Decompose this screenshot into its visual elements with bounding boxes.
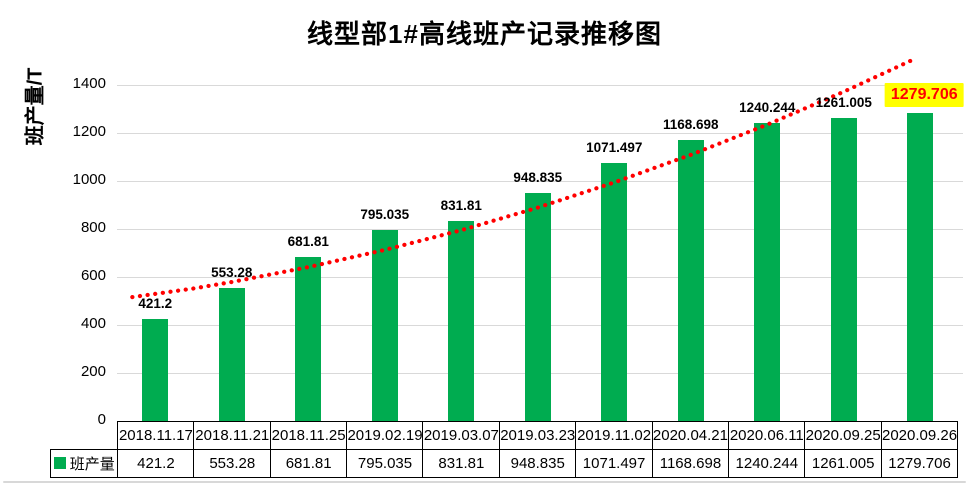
date-cell: 2018.11.25 [269, 421, 348, 450]
bar-value-label: 553.28 [211, 264, 253, 280]
bar [907, 113, 934, 422]
bar [677, 140, 704, 422]
bar-value-label: 1261.005 [815, 94, 872, 110]
value-cell: 1071.497 [575, 448, 654, 478]
date-cell: 2018.11.21 [193, 421, 272, 450]
value-cell: 831.81 [422, 448, 501, 478]
legend-cell: 班产量 [50, 448, 119, 478]
legend-swatch-icon [53, 457, 66, 469]
value-cell: 1240.244 [727, 448, 806, 478]
value-cell: 1168.698 [651, 448, 730, 478]
bar-value-label-highlighted: 1279.706 [884, 83, 964, 108]
value-cell: 681.81 [269, 448, 348, 478]
date-cell: 2020.09.25 [804, 421, 883, 450]
bar [601, 163, 628, 422]
y-tick-label: 600 [80, 266, 106, 284]
value-cell: 795.035 [346, 448, 424, 478]
y-tick-label: 0 [97, 410, 106, 428]
bar [218, 287, 245, 422]
y-tick-label: 200 [80, 362, 106, 380]
value-cell: 948.835 [498, 448, 577, 478]
date-cell: 2018.11.17 [117, 421, 195, 450]
date-cell: 2019.03.07 [422, 421, 501, 450]
date-cell: 2020.06.11 [727, 421, 806, 450]
bar-value-label: 831.81 [440, 197, 482, 213]
y-tick-label: 1000 [72, 170, 106, 188]
date-cell: 2019.11.02 [575, 421, 654, 450]
bar [295, 256, 322, 422]
date-cell: 2019.02.19 [346, 421, 424, 450]
bar-value-label: 421.2 [138, 296, 173, 312]
y-tick-label: 1200 [72, 122, 106, 140]
date-cell: 2019.03.23 [498, 421, 577, 450]
series-legend-label: 班产量 [69, 455, 115, 473]
value-cell: 1279.706 [880, 448, 959, 478]
y-tick-label: 800 [80, 218, 106, 236]
value-cell: 421.2 [117, 448, 195, 478]
gridline [117, 84, 963, 86]
bar [830, 117, 857, 422]
bar [371, 229, 398, 422]
bar-value-label: 795.035 [360, 206, 410, 222]
x-axis-table-dates-row: 2018.11.17 2018.11.21 2018.11.25 2019.02.19… [117, 421, 959, 450]
x-axis-table-values-row: 班产量 421.2 553.28 681.81 795.035 831.81 948.835… [50, 448, 959, 478]
bar-value-label: 948.835 [513, 169, 563, 185]
bar-value-label: 1240.244 [739, 99, 796, 115]
bottom-edge-divider [3, 481, 966, 483]
chart-title: 线型部1#高线班产记录推移图 [307, 19, 662, 49]
bar [448, 220, 475, 422]
value-cell: 1261.005 [804, 448, 883, 478]
date-cell: 2020.04.21 [651, 421, 730, 450]
y-tick-label: 400 [80, 314, 106, 332]
bar [524, 192, 551, 422]
y-tick-label: 1400 [72, 74, 106, 92]
bar [142, 319, 169, 422]
bar-value-label: 681.81 [287, 233, 329, 249]
bar [754, 122, 781, 422]
bar-value-label: 1168.698 [662, 117, 719, 132]
value-cell: 553.28 [193, 448, 272, 478]
date-cell: 2020.09.26 [880, 421, 959, 450]
y-axis-label: 班产量/T [24, 67, 47, 146]
bar-value-label: 1071.497 [586, 140, 643, 156]
